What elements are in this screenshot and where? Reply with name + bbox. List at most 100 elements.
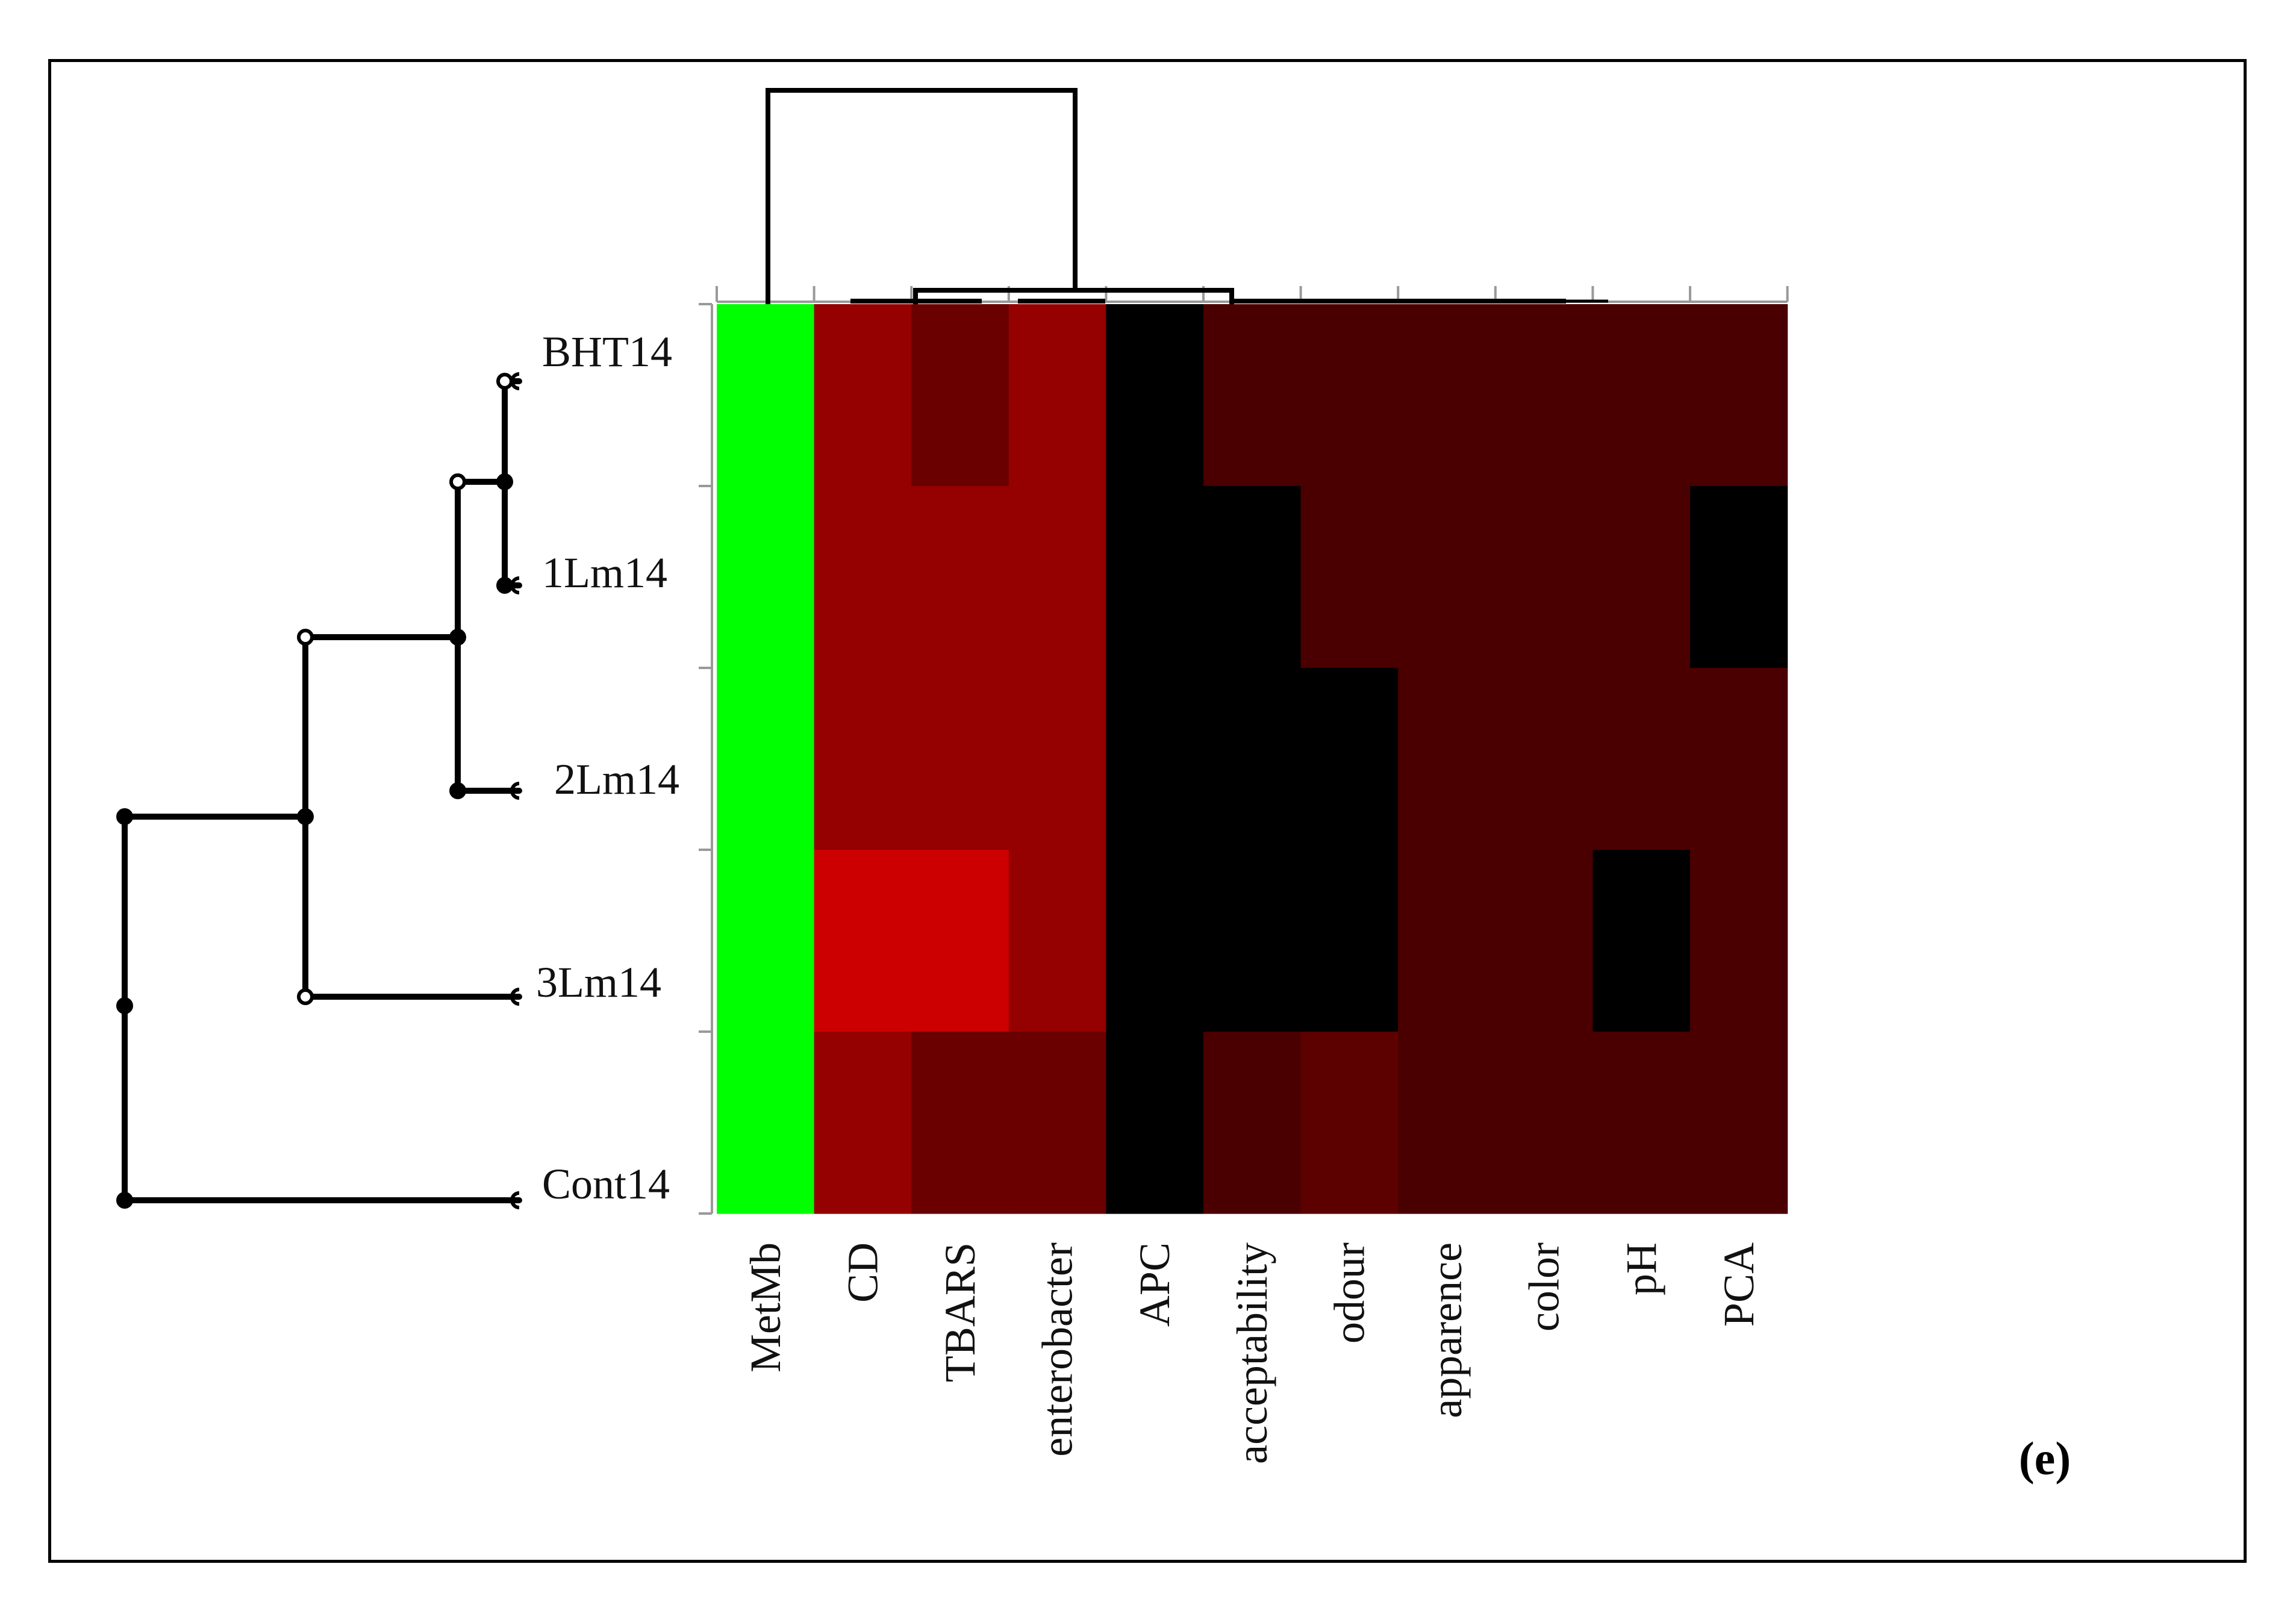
row-dendro-node	[496, 473, 513, 490]
row-dendro-node	[297, 808, 314, 825]
column-label-enterobacter: enterobacter	[1034, 1242, 1082, 1457]
column-label-cd: CD	[838, 1242, 887, 1303]
row-dendro-node	[449, 473, 466, 490]
cell-cont14-metmb	[717, 1032, 815, 1214]
cell-2lm14-tbars	[911, 668, 1009, 850]
cell-2lm14-acceptability	[1203, 668, 1302, 850]
row-dendro-link-3lm14	[302, 634, 522, 1000]
row-dendrogram	[116, 372, 522, 1209]
col-dendro-upper-link	[913, 288, 1234, 304]
row-dendro-node	[449, 782, 466, 799]
cell-2lm14-cd	[814, 668, 912, 850]
column-label-tbars: TBARS	[936, 1242, 984, 1382]
cell-bht14-color	[1495, 304, 1593, 487]
row-dendro-link-2lm14	[455, 479, 522, 794]
row-label-3lm14: 3Lm14	[536, 958, 661, 1006]
cell-1lm14-pca	[1690, 486, 1788, 668]
row-dendro-node	[449, 629, 466, 646]
column-label-ph: pH	[1617, 1242, 1665, 1295]
cell-cont14-cd	[814, 1032, 912, 1214]
row-dendro-node	[116, 808, 133, 825]
row-dendro-node	[496, 373, 513, 390]
row-dendro-node	[297, 988, 314, 1005]
cell-3lm14-tbars	[911, 850, 1009, 1032]
row-dendro-node	[116, 997, 133, 1014]
cell-2lm14-pca	[1690, 668, 1788, 850]
cell-1lm14-cd	[814, 486, 912, 668]
row-label-1lm14: 1Lm14	[542, 549, 667, 597]
cell-cont14-ph	[1593, 1032, 1691, 1214]
cell-cont14-tbars	[911, 1032, 1009, 1214]
cell-2lm14-enterobacter	[1008, 668, 1106, 850]
row-label-cont14: Cont14	[542, 1160, 670, 1208]
row-dendro-node	[496, 577, 513, 594]
row-dendro-leaf-marker	[510, 988, 520, 1006]
row-dendro-leaf-marker	[510, 782, 520, 800]
heatmap-cells	[717, 304, 1788, 1214]
cell-2lm14-odour	[1300, 668, 1399, 850]
cell-cont14-pca	[1690, 1032, 1788, 1214]
row-dendro-leaf-marker	[510, 372, 520, 390]
row-dendro-leaf-marker	[510, 576, 520, 594]
column-label-apparence: apparence	[1423, 1242, 1471, 1418]
cell-bht14-odour	[1300, 304, 1399, 487]
column-label-pca: PCA	[1715, 1242, 1763, 1327]
row-label-2lm14: 2Lm14	[554, 755, 679, 803]
cell-1lm14-apparence	[1398, 486, 1496, 668]
cell-1lm14-acceptability	[1203, 486, 1302, 668]
cell-cont14-enterobacter	[1008, 1032, 1106, 1214]
cell-3lm14-odour	[1300, 850, 1399, 1032]
cell-bht14-tbars	[911, 304, 1009, 487]
cell-cont14-color	[1495, 1032, 1593, 1214]
heatmap-labels: BHT14 1Lm14 2Lm14 3Lm14 Cont14 MetMb CD TBARS en…	[536, 328, 1763, 1464]
cell-bht14-apparence	[1398, 304, 1496, 487]
cell-bht14-acceptability	[1203, 304, 1302, 487]
cell-cont14-apparence	[1398, 1032, 1496, 1214]
col-dendro-top-link	[766, 88, 1078, 304]
cell-1lm14-apc	[1106, 486, 1204, 668]
cell-1lm14-tbars	[911, 486, 1009, 668]
cell-1lm14-ph	[1593, 486, 1691, 668]
cell-3lm14-pca	[1690, 850, 1788, 1032]
row-dendro-leaf-marker	[510, 1191, 520, 1209]
row-dendro-node	[297, 629, 314, 646]
cell-1lm14-metmb	[717, 486, 815, 668]
figure-frame	[48, 59, 2247, 1563]
cell-cont14-odour	[1300, 1032, 1399, 1214]
panel-label: (e)	[2019, 1432, 2071, 1485]
cell-bht14-enterobacter	[1008, 304, 1106, 487]
row-label-bht14: BHT14	[542, 328, 672, 376]
cell-3lm14-color	[1495, 850, 1593, 1032]
cell-3lm14-metmb	[717, 850, 815, 1032]
cell-3lm14-acceptability	[1203, 850, 1302, 1032]
cell-3lm14-apparence	[1398, 850, 1496, 1032]
cell-bht14-apc	[1106, 304, 1204, 487]
cell-bht14-cd	[814, 304, 912, 487]
cell-2lm14-metmb	[717, 668, 815, 850]
cell-2lm14-color	[1495, 668, 1593, 850]
cell-3lm14-ph	[1593, 850, 1691, 1032]
row-dendro-link-cont14	[122, 814, 522, 1203]
cell-3lm14-cd	[814, 850, 912, 1032]
column-label-odour: odour	[1325, 1242, 1373, 1344]
cell-2lm14-apc	[1106, 668, 1204, 850]
column-label-acceptability: acceptability	[1228, 1242, 1276, 1464]
cell-bht14-ph	[1593, 304, 1691, 487]
cell-3lm14-enterobacter	[1008, 850, 1106, 1032]
cell-bht14-metmb	[717, 304, 815, 487]
column-label-color: color	[1520, 1242, 1568, 1332]
cell-3lm14-apc	[1106, 850, 1204, 1032]
cell-cont14-apc	[1106, 1032, 1204, 1214]
cell-bht14-pca	[1690, 304, 1788, 487]
cell-cont14-acceptability	[1203, 1032, 1302, 1214]
cell-2lm14-apparence	[1398, 668, 1496, 850]
row-dendro-node	[116, 1192, 133, 1209]
column-label-apc: APC	[1131, 1242, 1179, 1327]
column-label-metmb: MetMb	[741, 1242, 790, 1373]
cell-2lm14-ph	[1593, 668, 1691, 850]
cell-1lm14-color	[1495, 486, 1593, 668]
column-dendrogram	[766, 88, 1608, 304]
cell-1lm14-odour	[1300, 486, 1399, 668]
